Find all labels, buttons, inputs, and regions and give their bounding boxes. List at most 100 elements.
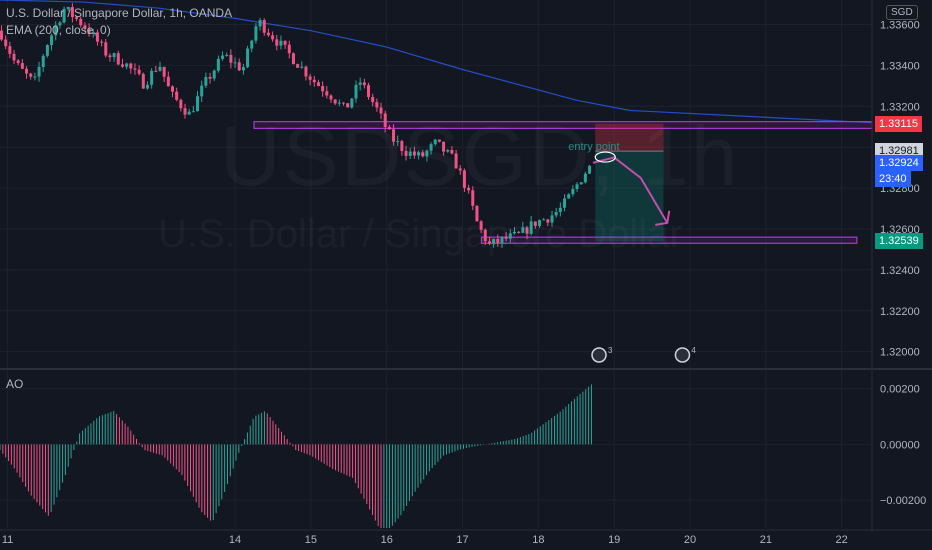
candle-body bbox=[404, 151, 408, 156]
candle-body bbox=[379, 107, 383, 114]
candle-body bbox=[0, 30, 4, 40]
candle-body bbox=[575, 184, 579, 190]
candle-body bbox=[371, 96, 375, 103]
x-tick-label: 18 bbox=[532, 534, 544, 546]
candle-body bbox=[70, 6, 74, 18]
candle-body bbox=[458, 168, 462, 171]
candle-body bbox=[204, 76, 208, 86]
candle-body bbox=[133, 68, 137, 70]
candle-body bbox=[533, 221, 537, 226]
support-price-label: 1.32539 bbox=[875, 233, 923, 250]
candle-body bbox=[246, 48, 250, 68]
x-tick-label: 19 bbox=[608, 534, 620, 546]
candle-body bbox=[116, 53, 120, 65]
candle-body bbox=[579, 182, 583, 185]
candle-body bbox=[421, 152, 425, 157]
candle-body bbox=[375, 102, 379, 108]
candle-body bbox=[200, 85, 204, 97]
projection-arrow[interactable]: entry point bbox=[568, 141, 671, 226]
grid-lines bbox=[0, 0, 872, 528]
candle-body bbox=[279, 40, 283, 46]
candle-body bbox=[287, 44, 291, 54]
x-tick-label: 22 bbox=[836, 534, 848, 546]
candle-body bbox=[141, 73, 145, 89]
current-price-label: 1.32924 bbox=[875, 154, 923, 171]
candle-body bbox=[400, 141, 404, 152]
ema-legend[interactable]: EMA (200, close, 0) bbox=[6, 23, 111, 37]
candle-body bbox=[100, 41, 104, 43]
candle-body bbox=[558, 207, 562, 212]
candle-body bbox=[500, 236, 504, 243]
candle-body bbox=[112, 53, 116, 58]
candle-body bbox=[346, 103, 350, 108]
short-position-tool[interactable] bbox=[595, 123, 664, 242]
candle-body bbox=[150, 70, 154, 85]
candle-body bbox=[137, 69, 141, 74]
ao-histogram bbox=[0, 384, 592, 528]
candle-body bbox=[538, 220, 542, 226]
candle-body bbox=[20, 63, 24, 69]
candle-body bbox=[358, 82, 362, 85]
candle-body bbox=[62, 8, 66, 23]
ao-legend[interactable]: AO bbox=[6, 377, 24, 391]
candle-body bbox=[529, 221, 533, 234]
ao-y-tick-label: 0.00000 bbox=[880, 439, 920, 451]
watermark-ticker: USDSGD, 1h bbox=[220, 109, 740, 203]
candle-body bbox=[104, 42, 108, 56]
stop-loss-area bbox=[595, 123, 664, 152]
candle-body bbox=[145, 84, 149, 89]
candle-body bbox=[66, 6, 70, 9]
candle-body bbox=[475, 205, 479, 222]
candle-body bbox=[321, 86, 325, 92]
candle-body bbox=[383, 113, 387, 127]
candle-body bbox=[45, 45, 49, 56]
candle-body bbox=[408, 151, 412, 156]
candle-body bbox=[8, 46, 12, 54]
candle-body bbox=[308, 76, 312, 80]
candle-body bbox=[291, 53, 295, 65]
x-tick-label: 17 bbox=[456, 534, 468, 546]
candle-body bbox=[183, 108, 187, 115]
candle-body bbox=[300, 66, 304, 68]
currency-badge[interactable]: SGD bbox=[886, 5, 918, 20]
symbol-legend[interactable]: U.S. Dollar / Singapore Dollar, 1h, OAND… bbox=[6, 6, 233, 20]
candle-body bbox=[450, 150, 454, 154]
candle-body bbox=[162, 66, 166, 77]
ema-200-path bbox=[0, 0, 873, 124]
candle-body bbox=[75, 17, 79, 19]
candle-body bbox=[37, 67, 41, 77]
candle-body bbox=[492, 238, 496, 244]
ema-200-line bbox=[0, 0, 873, 124]
candle-body bbox=[266, 32, 270, 36]
candle-body bbox=[12, 53, 16, 61]
candle-body bbox=[187, 111, 191, 115]
candle-body bbox=[567, 194, 571, 199]
candle-body bbox=[221, 55, 225, 59]
candle-body bbox=[387, 126, 391, 130]
candle-body bbox=[329, 95, 333, 100]
candle-body bbox=[571, 189, 575, 195]
x-tick-label: 11 bbox=[2, 534, 13, 546]
y-tick-label: 1.32000 bbox=[880, 347, 920, 359]
candle-body bbox=[337, 102, 341, 104]
candle-body bbox=[179, 99, 183, 109]
candle-body bbox=[16, 60, 20, 64]
candle-body bbox=[442, 141, 446, 152]
candle-body bbox=[316, 82, 320, 87]
candle-body bbox=[462, 170, 466, 188]
candle-body bbox=[258, 20, 262, 27]
candle-body bbox=[512, 231, 516, 234]
y-tick-label: 1.33200 bbox=[880, 101, 920, 113]
candle-body bbox=[254, 26, 258, 41]
candle-body bbox=[304, 66, 308, 77]
candle-body bbox=[95, 32, 99, 42]
candle-body bbox=[275, 39, 279, 46]
watermark-name: U.S. Dollar / Singapore Dollar bbox=[158, 212, 683, 256]
candle-body bbox=[196, 96, 200, 112]
candle-body bbox=[233, 62, 237, 64]
candle-body bbox=[108, 55, 112, 58]
countdown-label: 23:40 bbox=[875, 170, 911, 187]
x-tick-label: 15 bbox=[305, 534, 317, 546]
